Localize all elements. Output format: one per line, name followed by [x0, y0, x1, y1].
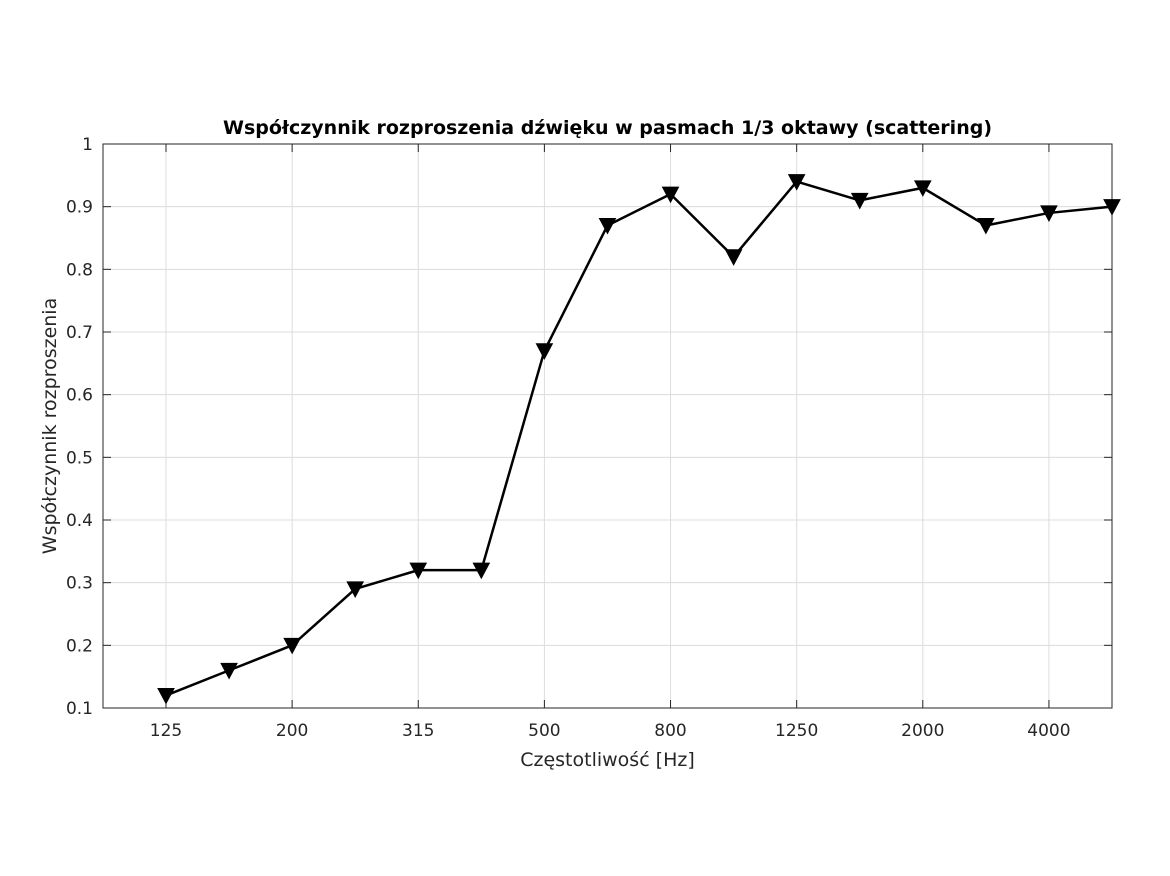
x-tick-label: 500 — [528, 721, 560, 741]
data-point-marker — [977, 217, 995, 235]
axis-ticks: 125 200 315 500 800 1250 2000 4000 0.1 0.2 0.3 0.4 0… — [66, 135, 1112, 741]
data-point-marker — [724, 249, 743, 266]
y-tick-label: 0.5 — [66, 448, 93, 468]
y-tick-label: 0.3 — [66, 574, 93, 594]
data-point-marker — [157, 687, 175, 705]
y-tick-label: 0.2 — [66, 636, 93, 656]
data-point-marker — [283, 637, 301, 655]
data-point-marker — [787, 174, 806, 191]
x-tick-label: 315 — [402, 721, 434, 741]
y-tick-label: 0.6 — [66, 386, 93, 406]
x-tick-label: 1250 — [775, 721, 818, 741]
y-tick-label: 0.9 — [66, 198, 93, 218]
data-point-marker — [220, 662, 238, 680]
x-tick-label: 125 — [150, 721, 182, 741]
plot-frame — [102, 143, 1113, 709]
data-point-marker — [1040, 205, 1058, 222]
data-point-marker — [913, 180, 932, 197]
y-tick-label: 1 — [82, 135, 93, 155]
y-tick-label: 0.1 — [66, 699, 93, 719]
x-tick-label: 4000 — [1027, 721, 1070, 741]
data-point-marker — [409, 562, 428, 580]
data-point-marker — [598, 217, 617, 235]
chart-title: Współczynnik rozproszenia dźwięku w pasm… — [223, 117, 992, 139]
y-axis-label: Współczynnik rozproszenia — [39, 298, 61, 554]
y-tick-label: 0.7 — [66, 323, 93, 343]
data-point-marker — [661, 186, 680, 204]
data-point-marker — [850, 192, 869, 210]
data-point-marker — [535, 343, 554, 360]
x-tick-label: 800 — [654, 721, 686, 741]
x-tick-label: 200 — [276, 721, 308, 741]
data-point-marker — [1103, 199, 1121, 216]
series-line — [165, 180, 1113, 697]
series-group — [157, 174, 1121, 705]
data-point-marker — [472, 562, 491, 580]
y-tick-label: 0.8 — [66, 260, 93, 280]
data-point-marker — [346, 581, 365, 598]
x-axis-label: Częstotliwość [Hz] — [520, 749, 695, 771]
y-tick-label: 0.4 — [66, 511, 93, 531]
x-tick-label: 2000 — [901, 721, 944, 741]
